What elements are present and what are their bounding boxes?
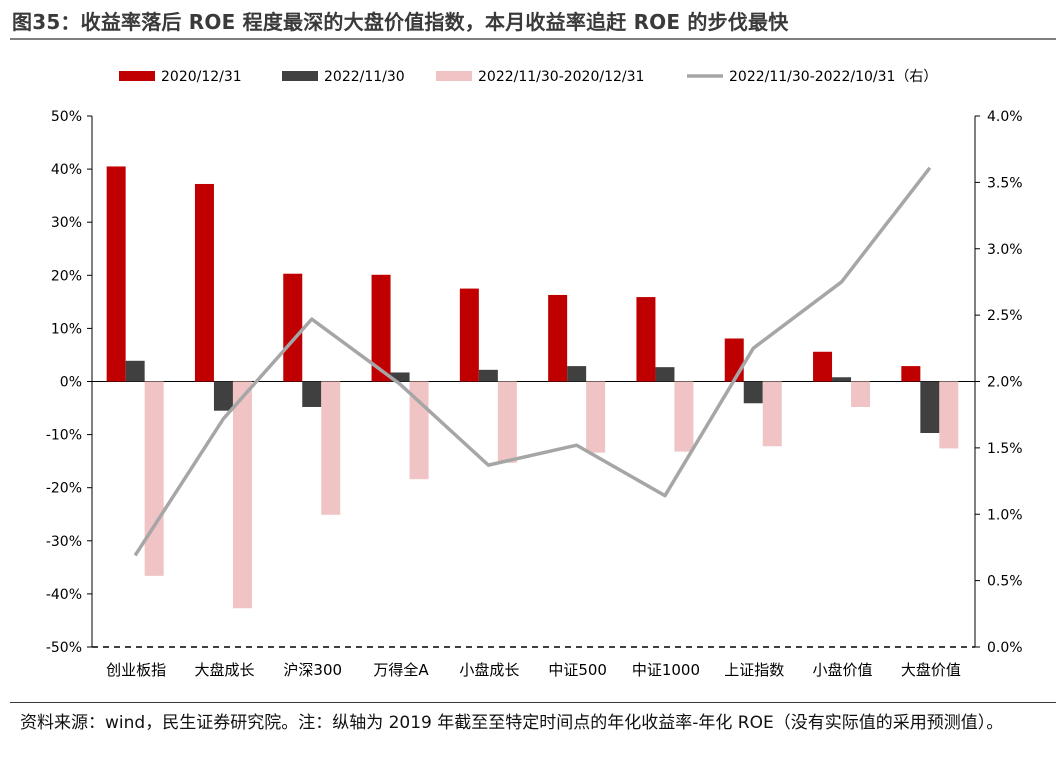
right-tick-label: 2.5% <box>987 308 1023 324</box>
bar-1 <box>724 338 744 382</box>
bar-2 <box>920 381 940 434</box>
bar-3 <box>144 381 164 576</box>
bar-3 <box>321 381 341 515</box>
bar-1 <box>548 294 568 382</box>
left-tick-label: 30% <box>51 215 82 231</box>
category-label: 小盘价值 <box>813 661 873 679</box>
left-tick-label: 10% <box>51 321 82 337</box>
bar-2 <box>832 377 852 382</box>
bar-3 <box>851 381 871 407</box>
left-tick-label: -40% <box>46 587 82 603</box>
bar-3 <box>674 381 694 452</box>
bar-2 <box>125 360 145 382</box>
right-tick-label: 0.0% <box>987 640 1023 656</box>
left-tick-label: 0% <box>60 375 82 391</box>
bar-2 <box>567 366 587 382</box>
bar-1 <box>813 351 833 382</box>
legend-label: 2022/11/30 <box>324 69 405 85</box>
right-tick-label: 2.0% <box>987 375 1023 391</box>
bar-2 <box>655 367 675 382</box>
legend-label: 2022/11/30-2020/12/31 <box>478 69 644 85</box>
bar-1 <box>283 273 303 382</box>
left-tick-label: -30% <box>46 534 82 550</box>
bar-1 <box>901 366 921 382</box>
right-tick-label: 3.0% <box>987 242 1023 258</box>
left-tick-label: 20% <box>51 268 82 284</box>
category-label: 创业板指 <box>106 661 166 679</box>
bar-1 <box>636 297 656 382</box>
left-tick-label: 50% <box>51 109 82 125</box>
category-label: 大盘成长 <box>194 661 254 679</box>
legend-label: 2020/12/31 <box>161 69 242 85</box>
bar-2 <box>302 381 322 407</box>
left-tick-label: -50% <box>46 640 82 656</box>
category-label: 沪深300 <box>283 661 342 679</box>
source-divider <box>10 702 1056 703</box>
bar-1 <box>459 288 479 382</box>
legend-label: 2022/11/30-2022/10/31（右） <box>729 69 937 85</box>
bar-2 <box>478 369 498 382</box>
right-tick-label: 0.5% <box>987 574 1023 590</box>
chart: 50% 40% 30% 20% 10% 0% -10% -20% -30% -40% -50% 4.0… <box>46 69 1023 679</box>
bar-2 <box>213 381 233 411</box>
figure-title: 图35：收益率落后 ROE 程度最深的大盘价值指数，本月收益率追赶 ROE 的步… <box>12 10 789 34</box>
category-label: 上证指数 <box>724 661 784 679</box>
legend-swatch <box>436 71 472 81</box>
bar-1 <box>106 166 126 382</box>
right-tick-label: 3.5% <box>987 175 1023 191</box>
right-tick-label: 1.0% <box>987 507 1023 523</box>
left-tick-label: -20% <box>46 481 82 497</box>
source-note: 资料来源：wind，民生证券研究院。注：纵轴为 2019 年截至至特定时间点的年… <box>20 713 1004 733</box>
bar-1 <box>194 183 214 382</box>
title-divider <box>10 38 1056 40</box>
line-series <box>133 166 932 557</box>
category-label: 万得全A <box>373 661 429 679</box>
category-label: 中证500 <box>548 661 607 679</box>
right-tick-label: 1.5% <box>987 441 1023 457</box>
bar-3 <box>586 381 606 453</box>
category-label: 小盘成长 <box>459 661 519 679</box>
bar-3 <box>939 381 959 449</box>
category-label: 大盘价值 <box>901 661 961 679</box>
left-tick-label: -10% <box>46 428 82 444</box>
left-tick-label: 40% <box>51 162 82 178</box>
bar-3 <box>497 381 517 463</box>
legend-swatch <box>119 71 155 81</box>
bar-2 <box>743 381 763 404</box>
bar-3 <box>232 381 252 609</box>
bar-2 <box>390 372 410 382</box>
category-label: 中证1000 <box>632 661 700 679</box>
bar-1 <box>371 274 391 382</box>
bar-3 <box>762 381 782 447</box>
right-tick-label: 4.0% <box>987 109 1023 125</box>
legend-swatch <box>282 71 318 81</box>
